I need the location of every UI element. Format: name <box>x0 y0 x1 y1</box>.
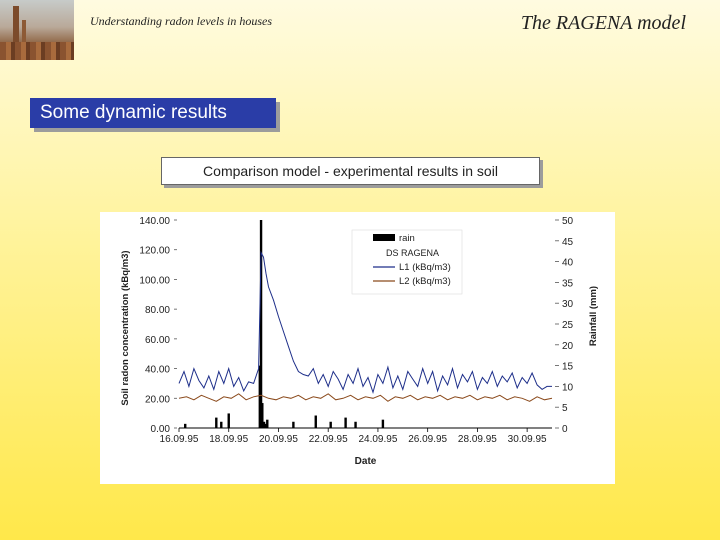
radon-chart: 0.00 20.00 40.00 60.00 80.00 100.00 120.00 140.… <box>120 216 599 467</box>
rain-bar <box>344 417 347 428</box>
y2-tick-label: 10 <box>562 382 574 393</box>
x-tick-label: 24.09.95 <box>358 434 397 445</box>
x-tick-label: 30.09.95 <box>508 434 547 445</box>
rain-bar <box>262 421 266 428</box>
x-tick-label: 26.09.95 <box>408 434 447 445</box>
chart-panel: 0.00 20.00 40.00 60.00 80.00 100.00 120.00 140.… <box>100 212 615 484</box>
y2-tick-label: 20 <box>562 341 574 352</box>
section-title-box: Some dynamic results <box>30 98 276 128</box>
y-tick-label: 0.00 <box>151 424 171 435</box>
rain-bar <box>259 220 263 428</box>
rain-bar <box>266 419 269 428</box>
x-tick-label: 18.09.95 <box>209 434 248 445</box>
x-tick-label: 22.09.95 <box>309 434 348 445</box>
x-axis-label: Date <box>355 456 377 467</box>
rain-bar <box>220 421 223 428</box>
rain-bar <box>258 365 262 428</box>
y-tick-label: 60.00 <box>145 335 170 346</box>
y-tick-label: 80.00 <box>145 305 170 316</box>
legend-box <box>351 229 463 295</box>
y-tick-label: 20.00 <box>145 394 170 405</box>
rain-bar <box>227 413 230 428</box>
rain-bar <box>354 421 357 428</box>
y2-tick-label: 35 <box>562 278 574 289</box>
tower-shape <box>13 6 19 52</box>
series-line-l2 <box>178 393 553 402</box>
slide-subtitle: Understanding radon levels in houses <box>90 14 272 28</box>
series-line-l1 <box>178 250 552 395</box>
rain-bar <box>261 403 264 428</box>
y2-tick-label: 30 <box>562 299 574 310</box>
tower-shape-secondary <box>22 20 26 52</box>
legend-swatch-rain <box>373 234 395 241</box>
section-title: Some dynamic results <box>40 102 227 123</box>
chart-caption: Comparison model - experimental results … <box>203 163 498 179</box>
slide-title: The RAGENA model <box>520 12 686 34</box>
y2-tick-label: 45 <box>562 237 574 248</box>
x-tick-label: 16.09.95 <box>160 434 199 445</box>
y2-tick-label: 0 <box>562 424 568 435</box>
legend-label-rain: rain <box>399 233 415 244</box>
rain-bar <box>314 415 317 428</box>
y-axis-label: Soil radon concentration (kBq/m3) <box>120 250 131 405</box>
y-tick-label: 140.00 <box>139 216 170 227</box>
x-tick-label: 28.09.95 <box>458 434 497 445</box>
chart-caption-box: Comparison model - experimental results … <box>161 157 540 185</box>
y2-tick-label: 40 <box>562 258 574 269</box>
y-tick-label: 40.00 <box>145 365 170 376</box>
city-thumbnail-image <box>0 0 74 60</box>
legend-title: DS RAGENA <box>386 248 439 258</box>
rain-bar <box>215 417 218 428</box>
legend-label-l1: L1 (kBq/m3) <box>399 262 451 273</box>
y2-tick-label: 25 <box>562 320 574 331</box>
y-tick-label: 100.00 <box>139 275 170 286</box>
legend-label-l2: L2 (kBq/m3) <box>399 276 451 287</box>
rain-bar <box>329 421 332 428</box>
rain-bar <box>264 423 267 428</box>
y2-axis-label: Rainfall (mm) <box>588 286 599 346</box>
y2-tick-label: 5 <box>562 403 568 414</box>
y2-tick-label: 50 <box>562 216 574 227</box>
rain-bar <box>292 421 295 428</box>
y-tick-label: 120.00 <box>139 246 170 257</box>
rain-bar <box>184 423 187 428</box>
y2-tick-label: 15 <box>562 362 574 373</box>
x-tick-label: 20.09.95 <box>259 434 298 445</box>
rain-bar <box>381 419 385 428</box>
rooftops-shape <box>0 42 74 60</box>
